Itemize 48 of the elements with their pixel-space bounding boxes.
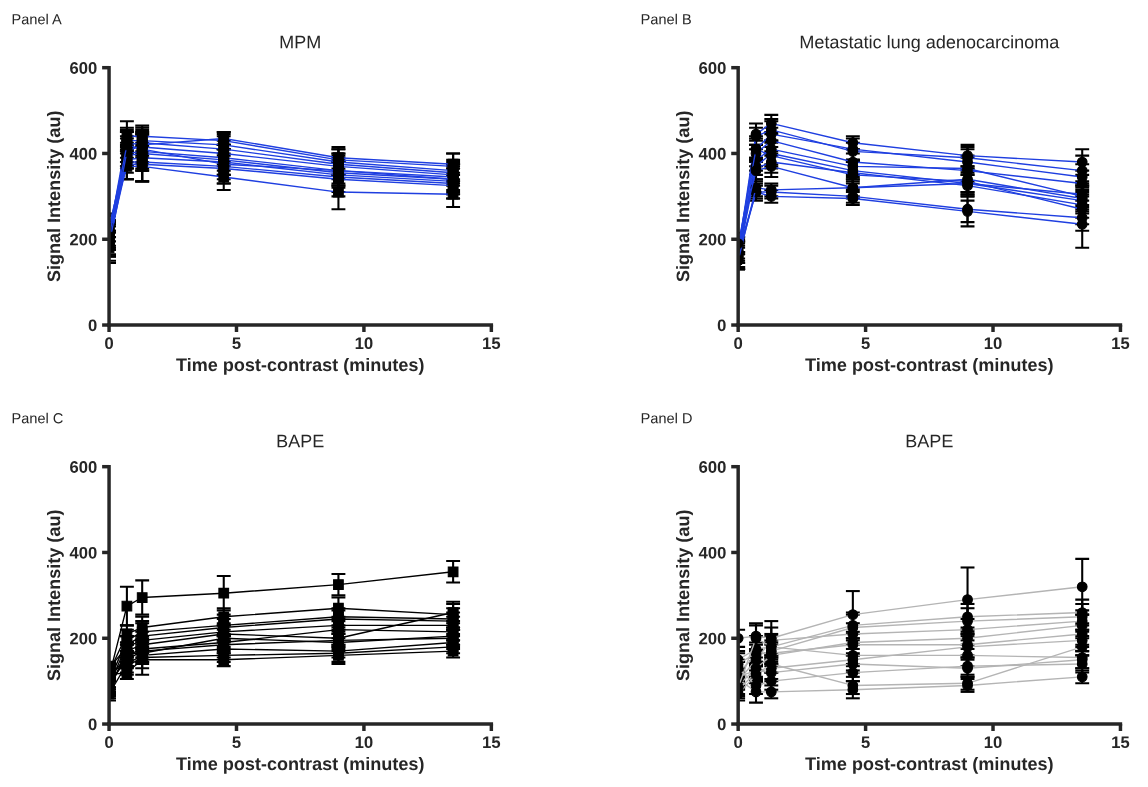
x-tick-label: 10: [355, 337, 373, 350]
y-tick-label: 200: [70, 233, 97, 246]
y-tick-label: 600: [699, 461, 726, 473]
x-tick-label: 0: [105, 736, 114, 749]
chart-title: MPM: [280, 35, 320, 49]
y-tick-label: 600: [699, 62, 726, 74]
y-tick-label: 200: [699, 632, 726, 645]
x-tick-label: 10: [984, 736, 1002, 749]
y-tick-label: 0: [717, 718, 726, 731]
x-tick-label: 5: [232, 736, 241, 749]
y-tick-label: 0: [88, 319, 97, 332]
y-axis-title: Signal Intensity (au): [676, 510, 693, 681]
x-tick-label: 15: [1112, 736, 1130, 749]
chart-title: BAPE: [277, 434, 324, 448]
x-tick-label: 5: [861, 337, 870, 350]
y-tick-label: 200: [70, 632, 97, 645]
x-tick-label: 0: [734, 337, 743, 350]
x-tick-label: 0: [734, 736, 743, 749]
chart-title: Metastatic lung adenocarcinoma: [800, 35, 1060, 52]
x-axis-title: Time post-contrast (minutes): [176, 357, 424, 375]
y-axis-title: Signal Intensity (au): [676, 111, 693, 282]
text: Panel B: [641, 13, 691, 25]
y-axis-title: Signal Intensity (au): [46, 510, 64, 681]
y-tick-label: 400: [69, 147, 97, 160]
y-tick-label: 400: [698, 147, 726, 160]
x-tick-label: 10: [984, 337, 1002, 350]
y-tick-label: 200: [699, 233, 726, 246]
x-tick-label: 10: [355, 736, 373, 749]
x-tick-label: 15: [483, 736, 501, 749]
x-tick-label: 5: [861, 736, 870, 749]
x-tick-label: 15: [483, 337, 501, 350]
y-tick-label: 600: [70, 461, 97, 473]
text: Panel C: [12, 412, 63, 424]
y-tick-label: 0: [88, 718, 97, 731]
y-tick-label: 600: [70, 62, 97, 74]
x-tick-label: 5: [232, 337, 241, 350]
y-tick-label: 0: [717, 319, 726, 332]
x-tick-label: 15: [1112, 337, 1130, 350]
x-axis-title: Time post-contrast (minutes): [805, 756, 1053, 774]
x-tick-label: 0: [105, 337, 114, 350]
y-axis-title: Signal Intensity (au): [46, 111, 64, 282]
x-axis-title: Time post-contrast (minutes): [176, 756, 424, 774]
chart-title: BAPE: [906, 434, 953, 448]
x-axis-title: Time post-contrast (minutes): [805, 357, 1053, 375]
y-tick-label: 400: [698, 546, 726, 559]
y-tick-label: 400: [69, 546, 97, 559]
text: Panel D: [641, 412, 692, 424]
text: Panel A: [12, 13, 62, 25]
